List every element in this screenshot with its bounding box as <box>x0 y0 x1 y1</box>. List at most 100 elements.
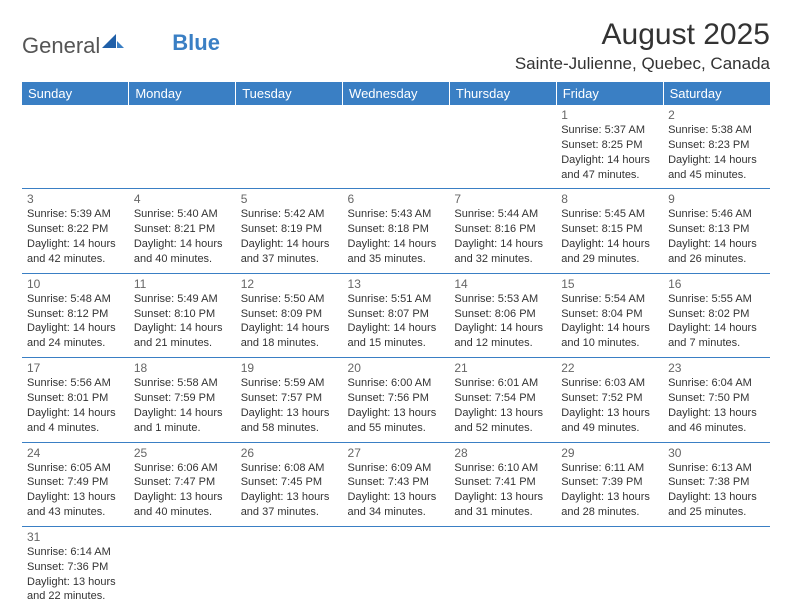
calendar-body: 1 Sunrise: 5:37 AM Sunset: 8:25 PM Dayli… <box>22 105 770 610</box>
location: Sainte-Julienne, Quebec, Canada <box>515 54 770 74</box>
logo-text-1: General <box>22 33 100 59</box>
sunset: Sunset: 8:12 PM <box>27 307 124 322</box>
sunset: Sunset: 7:36 PM <box>27 560 124 575</box>
weekday-tuesday: Tuesday <box>236 82 343 105</box>
sunset: Sunset: 8:07 PM <box>348 307 445 322</box>
sunset: Sunset: 7:45 PM <box>241 475 338 490</box>
day-number: 10 <box>27 277 124 291</box>
sunrise: Sunrise: 5:44 AM <box>454 207 551 222</box>
sunset: Sunset: 7:38 PM <box>668 475 765 490</box>
day-cell: 27Sunrise: 6:09 AMSunset: 7:43 PMDayligh… <box>343 442 450 526</box>
sunrise: Sunrise: 5:39 AM <box>27 207 124 222</box>
day-number: 28 <box>454 446 551 460</box>
daylight: Daylight: 13 hours and 40 minutes. <box>134 490 231 520</box>
day-number: 15 <box>561 277 658 291</box>
sunset: Sunset: 8:10 PM <box>134 307 231 322</box>
daylight: Daylight: 13 hours and 25 minutes. <box>668 490 765 520</box>
daylight: Daylight: 13 hours and 43 minutes. <box>27 490 124 520</box>
day-number: 17 <box>27 361 124 375</box>
sunset: Sunset: 8:15 PM <box>561 222 658 237</box>
day-number: 9 <box>668 192 765 206</box>
sunrise: Sunrise: 6:01 AM <box>454 376 551 391</box>
sunset: Sunset: 8:22 PM <box>27 222 124 237</box>
empty-cell <box>129 526 236 610</box>
sunset: Sunset: 8:06 PM <box>454 307 551 322</box>
sunrise: Sunrise: 6:00 AM <box>348 376 445 391</box>
day-cell: 24Sunrise: 6:05 AMSunset: 7:49 PMDayligh… <box>22 442 129 526</box>
sunrise: Sunrise: 5:58 AM <box>134 376 231 391</box>
empty-cell <box>663 526 770 610</box>
day-cell: 3Sunrise: 5:39 AMSunset: 8:22 PMDaylight… <box>22 189 129 273</box>
weekday-monday: Monday <box>129 82 236 105</box>
daylight: Daylight: 14 hours and 1 minute. <box>134 406 231 436</box>
daylight: Daylight: 13 hours and 22 minutes. <box>27 575 124 605</box>
sunrise: Sunrise: 5:54 AM <box>561 292 658 307</box>
sunset: Sunset: 7:50 PM <box>668 391 765 406</box>
empty-cell <box>236 105 343 189</box>
sunrise: Sunrise: 6:14 AM <box>27 545 124 560</box>
day-cell: 21Sunrise: 6:01 AMSunset: 7:54 PMDayligh… <box>449 358 556 442</box>
weekday-sunday: Sunday <box>22 82 129 105</box>
empty-cell <box>22 105 129 189</box>
sunrise: Sunrise: 6:06 AM <box>134 461 231 476</box>
sail-icon <box>102 32 124 50</box>
sunrise: Sunrise: 5:48 AM <box>27 292 124 307</box>
day-number: 26 <box>241 446 338 460</box>
sunset: Sunset: 8:01 PM <box>27 391 124 406</box>
sunset: Sunset: 7:59 PM <box>134 391 231 406</box>
sunset: Sunset: 8:19 PM <box>241 222 338 237</box>
day-number: 4 <box>134 192 231 206</box>
daylight: Daylight: 14 hours and 26 minutes. <box>668 237 765 267</box>
empty-cell <box>236 526 343 610</box>
day-cell: 2 Sunrise: 5:38 AM Sunset: 8:23 PM Dayli… <box>663 105 770 189</box>
daylight: Daylight: 14 hours and 24 minutes. <box>27 321 124 351</box>
day-cell: 6Sunrise: 5:43 AMSunset: 8:18 PMDaylight… <box>343 189 450 273</box>
sunrise: Sunrise: 6:09 AM <box>348 461 445 476</box>
daylight: Daylight: 13 hours and 46 minutes. <box>668 406 765 436</box>
sunrise: Sunrise: 5:46 AM <box>668 207 765 222</box>
sunset: Sunset: 8:18 PM <box>348 222 445 237</box>
sunrise: Sunrise: 6:11 AM <box>561 461 658 476</box>
sunset: Sunset: 7:49 PM <box>27 475 124 490</box>
day-cell: 17Sunrise: 5:56 AMSunset: 8:01 PMDayligh… <box>22 358 129 442</box>
day-cell: 13Sunrise: 5:51 AMSunset: 8:07 PMDayligh… <box>343 273 450 357</box>
day-cell: 11Sunrise: 5:49 AMSunset: 8:10 PMDayligh… <box>129 273 236 357</box>
daylight: Daylight: 14 hours and 47 minutes. <box>561 153 658 183</box>
sunrise: Sunrise: 6:10 AM <box>454 461 551 476</box>
daylight: Daylight: 13 hours and 49 minutes. <box>561 406 658 436</box>
sunrise: Sunrise: 6:05 AM <box>27 461 124 476</box>
daylight: Daylight: 13 hours and 52 minutes. <box>454 406 551 436</box>
sunset: Sunset: 7:43 PM <box>348 475 445 490</box>
sunset: Sunset: 7:56 PM <box>348 391 445 406</box>
week-row: 17Sunrise: 5:56 AMSunset: 8:01 PMDayligh… <box>22 358 770 442</box>
sunrise: Sunrise: 6:03 AM <box>561 376 658 391</box>
daylight: Daylight: 13 hours and 31 minutes. <box>454 490 551 520</box>
daylight: Daylight: 14 hours and 7 minutes. <box>668 321 765 351</box>
day-cell: 4Sunrise: 5:40 AMSunset: 8:21 PMDaylight… <box>129 189 236 273</box>
day-number: 19 <box>241 361 338 375</box>
week-row: 10Sunrise: 5:48 AMSunset: 8:12 PMDayligh… <box>22 273 770 357</box>
weekday-friday: Friday <box>556 82 663 105</box>
daylight: Daylight: 14 hours and 42 minutes. <box>27 237 124 267</box>
daylight: Daylight: 14 hours and 15 minutes. <box>348 321 445 351</box>
sunrise: Sunrise: 6:08 AM <box>241 461 338 476</box>
daylight: Daylight: 14 hours and 10 minutes. <box>561 321 658 351</box>
calendar-table: Sunday Monday Tuesday Wednesday Thursday… <box>22 82 770 610</box>
sunrise: Sunrise: 5:55 AM <box>668 292 765 307</box>
day-number: 27 <box>348 446 445 460</box>
day-number: 29 <box>561 446 658 460</box>
day-cell: 26Sunrise: 6:08 AMSunset: 7:45 PMDayligh… <box>236 442 343 526</box>
daylight: Daylight: 14 hours and 29 minutes. <box>561 237 658 267</box>
day-number: 7 <box>454 192 551 206</box>
sunrise: Sunrise: 5:53 AM <box>454 292 551 307</box>
sunset: Sunset: 8:04 PM <box>561 307 658 322</box>
sunrise: Sunrise: 5:51 AM <box>348 292 445 307</box>
daylight: Daylight: 14 hours and 18 minutes. <box>241 321 338 351</box>
day-number: 12 <box>241 277 338 291</box>
daylight: Daylight: 14 hours and 12 minutes. <box>454 321 551 351</box>
day-number: 31 <box>27 530 124 544</box>
sunset: Sunset: 8:13 PM <box>668 222 765 237</box>
day-number: 22 <box>561 361 658 375</box>
sunrise: Sunrise: 5:59 AM <box>241 376 338 391</box>
title-block: August 2025 Sainte-Julienne, Quebec, Can… <box>515 18 770 74</box>
